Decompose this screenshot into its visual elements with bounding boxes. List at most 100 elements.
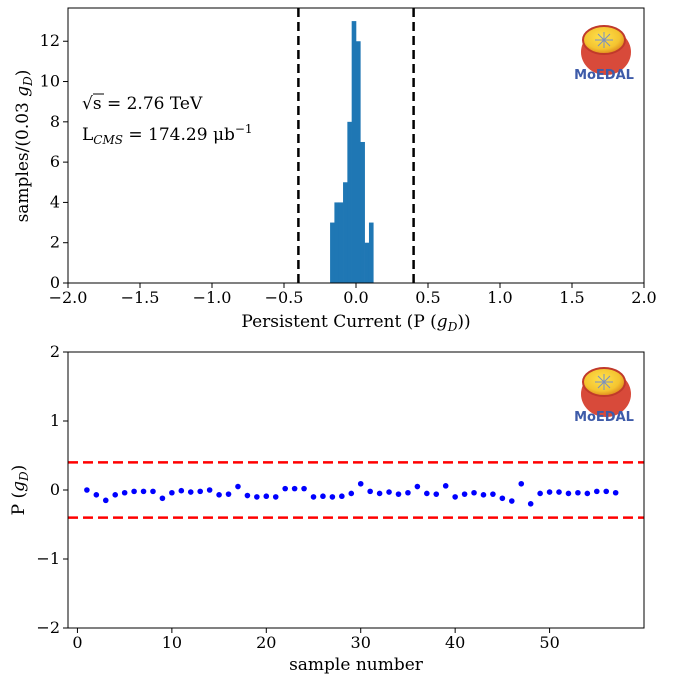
- scatter-y-ticks: −2 −1 0 1 2: [36, 342, 68, 637]
- scatter-point: [442, 483, 449, 489]
- scatter-point: [518, 480, 525, 487]
- scatter-point: [329, 494, 336, 500]
- scatter-point: [575, 489, 581, 496]
- scatter-point: [367, 488, 373, 495]
- scatter-point: [244, 492, 251, 499]
- x-tick-label: 0: [72, 633, 82, 652]
- histogram-panel: −2.0 −1.5 −1.0 −0.5 0.0 0.5 1.0 1.5 2.0 0 2 4 6 8 10 1…: [13, 7, 657, 334]
- scatter-point: [320, 493, 326, 500]
- histogram-bar: [351, 21, 357, 283]
- scatter-point: [527, 501, 534, 507]
- scatter-point: [480, 492, 487, 498]
- scatter-point: [556, 489, 562, 495]
- scatter-point: [216, 492, 222, 498]
- scatter-y-axis-title: P (gD): [9, 465, 31, 516]
- histogram-y-ticks: 0 2 4 6 8 10 12: [40, 31, 68, 292]
- y-tick-label: −1: [36, 549, 60, 568]
- y-tick-label: 2: [50, 233, 60, 252]
- scatter-point: [102, 497, 109, 504]
- scatter-point: [433, 491, 440, 497]
- y-tick-label: 12: [40, 31, 60, 50]
- histogram-bar: [334, 202, 340, 283]
- x-tick-label: 50: [539, 633, 559, 652]
- histogram-x-ticks: −2.0 −1.5 −1.0 −0.5 0.0 0.5 1.0 1.5 2.0: [49, 283, 657, 307]
- x-tick-label: 0.0: [343, 288, 368, 307]
- scatter-point: [291, 485, 298, 492]
- y-tick-label: −2: [36, 618, 60, 637]
- scatter-point: [121, 489, 128, 496]
- scatter-point: [112, 492, 119, 498]
- scatter-point: [386, 489, 392, 495]
- x-tick-label: 10: [162, 633, 182, 652]
- scatter-point: [84, 487, 90, 493]
- scatter-point: [169, 489, 175, 496]
- x-tick-label: 1.5: [559, 288, 584, 307]
- scatter-point: [584, 490, 591, 497]
- moedal-logo: MoEDAL: [574, 367, 634, 425]
- scatter-point: [197, 488, 203, 495]
- scatter-point: [263, 493, 270, 500]
- x-tick-label: 1.0: [487, 288, 512, 307]
- scatter-point: [178, 487, 185, 494]
- scatter-point: [565, 490, 572, 497]
- scatter-point: [424, 490, 430, 497]
- scatter-point: [405, 489, 411, 496]
- x-tick-label: 30: [351, 633, 371, 652]
- y-tick-label: 2: [50, 342, 60, 361]
- scatter-point: [499, 495, 506, 502]
- moedal-logo: MoEDAL: [574, 25, 634, 83]
- x-tick-label: −1.0: [193, 288, 232, 307]
- histogram-bar: [330, 222, 335, 283]
- histogram-bar: [364, 242, 370, 283]
- scatter-point: [93, 492, 100, 498]
- scatter-point: [357, 480, 364, 487]
- scatter-point: [348, 490, 355, 497]
- scatter-point: [150, 488, 156, 495]
- scatter-point: [603, 488, 610, 495]
- scatter-point: [509, 498, 515, 504]
- y-tick-label: 10: [40, 72, 60, 91]
- scatter-point: [612, 489, 619, 496]
- scatter-point: [206, 487, 213, 493]
- scatter-point: [282, 485, 288, 492]
- histogram-bar: [356, 41, 361, 283]
- moedal-logo-text: MoEDAL: [574, 410, 634, 425]
- scatter-point: [140, 488, 147, 495]
- luminosity-annotation: LCMS = 174.29 μb−1: [82, 122, 253, 147]
- scatter-point: [187, 489, 194, 495]
- scatter-point: [301, 485, 307, 492]
- scatter-point: [131, 488, 137, 495]
- histogram-bar: [338, 202, 344, 283]
- histogram-bar: [368, 222, 374, 283]
- histogram-y-axis-title: samples/(0.03 gD): [13, 70, 35, 223]
- scatter-point: [452, 494, 458, 500]
- x-tick-label: 0.5: [415, 288, 440, 307]
- y-tick-label: 6: [50, 152, 60, 171]
- moedal-logo-text: MoEDAL: [574, 68, 634, 83]
- scatter-point: [272, 494, 279, 500]
- x-tick-label: −2.0: [49, 288, 88, 307]
- scatter-point: [225, 491, 232, 497]
- histogram-bar: [360, 141, 365, 283]
- scatter-point: [395, 491, 402, 497]
- x-tick-label: 40: [445, 633, 465, 652]
- y-tick-label: 4: [50, 192, 60, 211]
- scatter-point: [159, 495, 166, 502]
- scatter-point: [310, 494, 317, 500]
- y-tick-label: 0: [50, 480, 60, 499]
- cut-lines: [297, 8, 415, 283]
- run-annotation: √s = 2.76 TeV LCMS = 174.29 μb−1: [82, 93, 253, 147]
- scatter-point: [414, 483, 421, 490]
- x-tick-label: −1.5: [121, 288, 160, 307]
- scatter-point: [339, 493, 345, 500]
- scatter-points: [84, 480, 619, 507]
- x-tick-label: −0.5: [265, 288, 304, 307]
- scatter-point: [376, 490, 383, 497]
- scatter-point: [254, 494, 260, 500]
- histogram-bar: [347, 121, 352, 283]
- scatter-point: [471, 489, 477, 496]
- scatter-point: [235, 483, 241, 490]
- scatter-point: [461, 491, 468, 497]
- scatter-panel: 0 10 20 30 40 50 −2 −1 0 1 2 sample number P (gD)…: [9, 342, 645, 675]
- histogram-x-axis-title: Persistent Current (P (gD)): [241, 312, 470, 334]
